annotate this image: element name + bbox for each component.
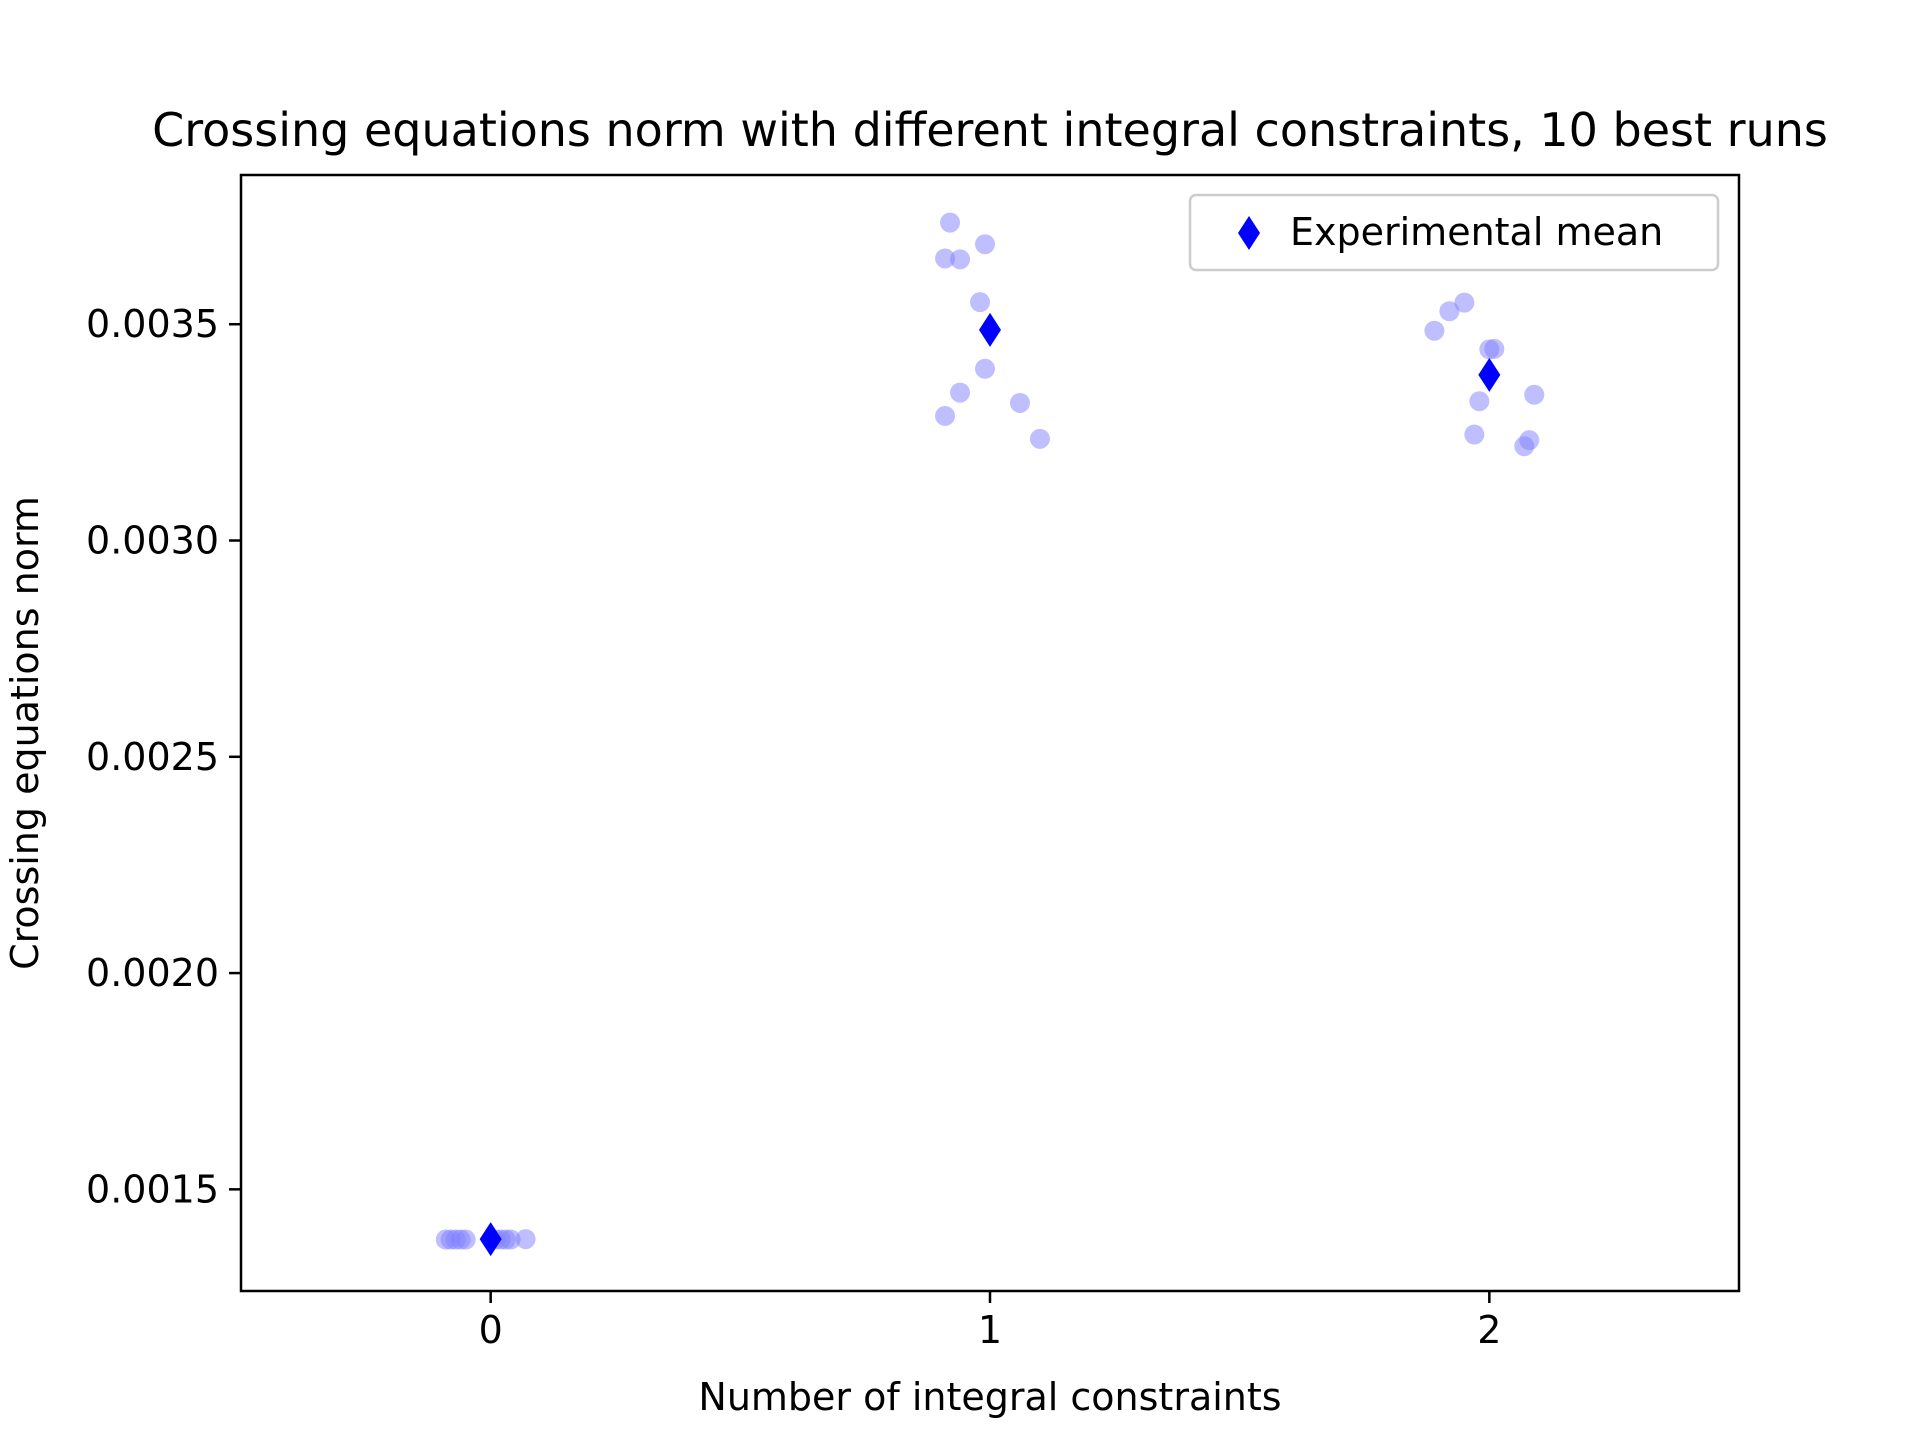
run-point — [445, 1229, 466, 1250]
x-tick-label: 1 — [978, 1308, 1002, 1352]
legend-diamond-icon — [1238, 216, 1260, 250]
run-point — [935, 248, 956, 269]
run-point — [1524, 384, 1545, 405]
y-axis-label: Crossing equations norm — [3, 496, 47, 970]
legend-box — [1188, 193, 1720, 272]
run-point — [940, 212, 961, 233]
chart-title: Crossing equations norm with different i… — [152, 103, 1828, 157]
y-axis-ticks: 0.0015 0.0020 0.0025 0.0030 0.0035 — [86, 302, 241, 1211]
run-point — [950, 382, 971, 403]
run-point — [1464, 424, 1485, 445]
y-tick-label: 0.0020 — [86, 951, 219, 995]
mean-layer — [479, 312, 1501, 1257]
mean-diamond — [979, 312, 1001, 347]
y-tick-label: 0.0025 — [86, 735, 219, 779]
y-tick-label: 0.0015 — [86, 1167, 219, 1211]
run-point — [1469, 391, 1490, 412]
run-point — [950, 249, 971, 270]
run-point — [975, 358, 996, 379]
runs-layer — [435, 212, 1545, 1250]
mean-diamond — [479, 1222, 502, 1257]
x-axis-ticks: 0 1 2 — [479, 1291, 1501, 1352]
run-point — [1424, 320, 1445, 341]
run-point — [1454, 292, 1475, 313]
run-point — [515, 1229, 536, 1250]
run-point — [1009, 392, 1030, 413]
mean-diamond — [1478, 357, 1501, 392]
run-point — [1029, 428, 1050, 449]
legend-label: Experimental mean — [1290, 210, 1663, 254]
run-point — [1514, 436, 1535, 457]
y-tick-label: 0.0030 — [86, 519, 219, 563]
legend: Experimental mean — [1188, 193, 1720, 272]
run-point — [935, 405, 956, 426]
run-point — [970, 292, 991, 313]
x-tick-label: 0 — [479, 1308, 503, 1352]
x-tick-label: 2 — [1477, 1308, 1501, 1352]
y-tick-label: 0.0035 — [86, 302, 219, 346]
run-point — [975, 234, 996, 255]
x-axis-label: Number of integral constraints — [698, 1375, 1281, 1419]
run-point — [500, 1229, 521, 1250]
run-point — [1439, 301, 1460, 322]
run-point — [1484, 338, 1505, 359]
